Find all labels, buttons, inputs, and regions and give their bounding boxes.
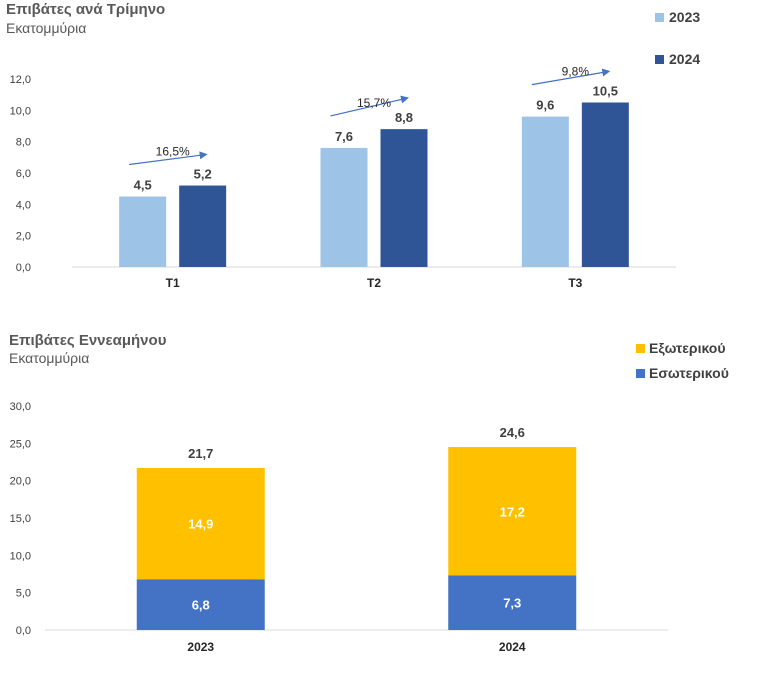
- chart2-subtitle: Εκατομμύρια: [9, 350, 89, 366]
- chart1-ytick-label: 8,0: [16, 137, 31, 149]
- chart1-ytick-label: 10,0: [10, 105, 31, 117]
- chart2-bar-Εσωτερικού-2023: [136, 579, 265, 630]
- chart1-growth-arrow: [129, 151, 208, 166]
- chart1-data-label: 4,5: [134, 178, 152, 193]
- chart2-ytick-label: 10,0: [10, 550, 31, 562]
- chart1-ytick-label: 2,0: [16, 231, 31, 243]
- chart2-bar-Εξωτερικού-2023: [136, 467, 265, 580]
- chart2-total-label: 21,7: [188, 446, 213, 461]
- chart2-ytick-label: 5,0: [16, 588, 31, 600]
- legend-label-exoterikou: Εξωτερικού: [649, 340, 726, 356]
- chart2-ytick-label: 25,0: [10, 438, 31, 450]
- chart1-bar-2024-T3: [581, 102, 629, 267]
- legend-swatch-2024: [655, 55, 664, 64]
- chart1-bar-2023-T2: [320, 147, 368, 267]
- chart2-plot: 0,0 5,0 10,0 15,0 20,0 25,0 30,0 6,8 14,9 21,7 202…: [10, 401, 668, 654]
- chart2: Επιβάτες Εννεαμήνου Εκατομμύρια Εξωτερικ…: [9, 332, 729, 654]
- chart2-bar-Εξωτερικού-2024: [448, 447, 577, 576]
- chart2-title: Επιβάτες Εννεαμήνου: [9, 332, 167, 349]
- chart1-ytick-label: 12,0: [10, 74, 31, 86]
- chart1-ytick-label: 0,0: [16, 262, 31, 274]
- chart2-ytick-label: 20,0: [10, 476, 31, 488]
- chart1-title: Επιβάτες ανά Τρίμηνο: [6, 1, 165, 18]
- legend-label-2024: 2024: [669, 51, 700, 67]
- chart1-bar-2024-T1: [179, 185, 227, 267]
- chart2-data-label: 14,9: [188, 517, 213, 532]
- legend-label-esoterikou: Εσωτερικού: [649, 365, 729, 381]
- chart2-ytick-label: 30,0: [10, 401, 31, 413]
- chart1-data-label: 7,6: [335, 129, 353, 144]
- chart2-ytick-label: 0,0: [16, 625, 31, 637]
- chart1-bar-2023-T3: [521, 116, 569, 267]
- chart1-subtitle: Εκατομμύρια: [6, 20, 86, 36]
- chart1-category-label: T2: [367, 276, 381, 290]
- chart1-legend: 2023 2024: [655, 9, 700, 67]
- chart1-growth-label: 16,5%: [156, 145, 190, 159]
- chart1-category-label: T3: [568, 276, 582, 290]
- chart1-growth-label: 15,7%: [357, 96, 391, 110]
- chart1-data-label: 8,8: [395, 110, 413, 125]
- chart1-category-label: T1: [166, 276, 180, 290]
- chart1-data-label: 10,5: [593, 84, 618, 99]
- chart1: Επιβάτες ανά Τρίμηνο Εκατομμύρια 2023 20…: [6, 1, 700, 290]
- chart2-data-label: 17,2: [500, 504, 525, 519]
- chart2-data-label: 7,3: [503, 596, 521, 611]
- chart1-growth-arrow: [531, 68, 611, 86]
- chart2-total-label: 24,6: [500, 425, 525, 440]
- chart1-bar-2024-T2: [380, 129, 428, 267]
- chart1-ytick-label: 4,0: [16, 199, 31, 211]
- legend-label-2023: 2023: [669, 9, 700, 25]
- chart1-plot: 0,0 2,0 4,0 6,0 8,0 10,0 12,0 4,5 5,2 16,5% T1 7,6 8…: [10, 65, 676, 290]
- chart2-category-label: 2023: [187, 640, 214, 654]
- chart2-category-label: 2024: [499, 640, 526, 654]
- chart2-ytick-label: 15,0: [10, 513, 31, 525]
- chart1-data-label: 5,2: [194, 167, 212, 182]
- chart2-data-label: 6,8: [192, 598, 210, 613]
- legend-swatch-esoterikou: [636, 369, 645, 378]
- legend-swatch-2023: [655, 13, 664, 22]
- chart1-bar-2023-T1: [119, 196, 167, 267]
- chart1-growth-arrow: [330, 95, 409, 117]
- chart1-ytick-label: 6,0: [16, 168, 31, 180]
- legend-swatch-exoterikou: [636, 344, 645, 353]
- chart1-growth-label: 9,8%: [562, 65, 590, 79]
- chart1-data-label: 9,6: [536, 98, 554, 113]
- chart2-legend: Εξωτερικού Εσωτερικού: [636, 340, 729, 381]
- chart2-bar-Εσωτερικού-2024: [448, 575, 577, 630]
